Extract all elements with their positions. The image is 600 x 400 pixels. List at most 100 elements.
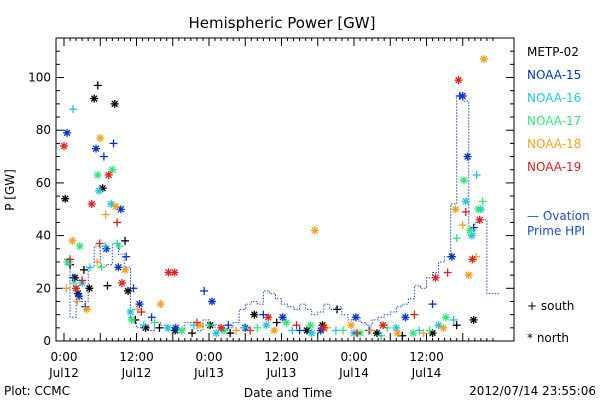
- x-tick-label-day: Jul13: [193, 366, 224, 380]
- south-marker: [226, 329, 235, 338]
- south-marker: [240, 323, 249, 332]
- north-marker: [208, 297, 217, 306]
- x-tick-label-day: Jul13: [266, 366, 297, 380]
- series-noaa-15: [63, 91, 478, 335]
- south-marker: [461, 207, 470, 216]
- legend: METP-02 NOAA-15 NOAA-16 NOAA-17 NOAA-18 NOAA-…: [527, 45, 590, 345]
- north-marker: [428, 329, 437, 338]
- north-marker: [451, 205, 460, 214]
- south-marker: [333, 305, 342, 314]
- north-marker: [302, 326, 311, 335]
- north-marker: [85, 284, 94, 293]
- north-marker: [282, 318, 291, 327]
- x-tick-label-day: Jul14: [338, 366, 369, 380]
- ovation-step-path: [64, 95, 499, 331]
- north-marker: [114, 263, 123, 272]
- north-marker: [278, 313, 287, 322]
- north-marker: [392, 323, 401, 332]
- north-marker: [306, 321, 315, 330]
- north-marker: [379, 321, 387, 330]
- ovation-hpi-line: [64, 95, 499, 331]
- legend-entry: METP-02: [527, 45, 579, 59]
- north-marker: [75, 292, 84, 301]
- north-marker: [217, 323, 226, 332]
- south-marker: [121, 236, 130, 245]
- south-marker: [295, 326, 304, 335]
- north-marker: [95, 186, 104, 195]
- south-marker: [224, 321, 233, 330]
- north-marker: [177, 326, 186, 335]
- north-marker: [372, 329, 381, 338]
- south-marker: [73, 297, 82, 306]
- south-marker: [353, 329, 362, 338]
- x-tick-label-time: 0:00: [51, 350, 78, 364]
- north-marker: [68, 236, 77, 245]
- north-marker: [92, 144, 101, 153]
- x-tick-label-time: 0:00: [196, 350, 223, 364]
- south-marker: [425, 326, 434, 335]
- north-marker: [454, 76, 463, 85]
- north-marker: [479, 55, 488, 64]
- south-marker: [428, 300, 437, 309]
- south-marker: [97, 263, 106, 272]
- north-marker: [90, 94, 99, 103]
- south-marker: [478, 197, 487, 206]
- south-marker: [232, 326, 241, 335]
- south-marker: [443, 268, 452, 277]
- south-marker: [415, 326, 424, 335]
- south-marker: [103, 281, 112, 290]
- north-marker: [82, 305, 91, 314]
- north-marker: [156, 300, 165, 309]
- south-marker: [139, 321, 148, 330]
- south-marker: [155, 323, 164, 332]
- north-marker: [351, 313, 360, 322]
- north-marker: [439, 323, 448, 332]
- south-marker: [452, 321, 461, 330]
- south-marker: [253, 323, 262, 332]
- south-marker: [331, 326, 340, 335]
- chart-title: Hemispheric Power [GW]: [189, 14, 376, 32]
- south-marker: [272, 318, 281, 327]
- north-marker: [431, 273, 440, 282]
- legend-ovation: — Ovation: [527, 209, 590, 223]
- legend-marker-south: + south: [527, 299, 574, 313]
- x-tick-label-time: 0:00: [341, 350, 368, 364]
- south-marker: [113, 218, 122, 227]
- y-axis-label: P [GW]: [3, 169, 17, 211]
- north-marker: [466, 226, 474, 235]
- south-marker: [205, 321, 213, 330]
- south-marker: [147, 313, 156, 322]
- north-marker: [127, 315, 136, 324]
- north-marker: [107, 199, 116, 208]
- data-points: [60, 55, 488, 340]
- x-tick-label-day: Jul14: [411, 366, 442, 380]
- legend-entry: NOAA-17: [527, 114, 581, 128]
- series-noaa-17: [63, 165, 487, 338]
- north-marker: [93, 171, 102, 180]
- south-marker: [69, 105, 78, 114]
- north-marker: [72, 284, 81, 293]
- y-tick-label: 80: [36, 123, 51, 137]
- north-marker: [124, 286, 133, 295]
- north-marker: [474, 205, 483, 214]
- x-tick-label-day: Jul12: [48, 366, 79, 380]
- y-tick-label: 20: [36, 281, 51, 295]
- y-tick-label: 100: [28, 71, 51, 85]
- north-marker: [459, 176, 468, 185]
- x-tick-label-time: 12:00: [119, 350, 154, 364]
- south-marker: [410, 310, 419, 319]
- south-marker: [246, 326, 255, 335]
- north-marker: [434, 321, 443, 330]
- north-marker: [121, 265, 130, 274]
- north-marker: [250, 310, 259, 319]
- x-tick-label-day: Jul12: [121, 366, 152, 380]
- north-marker: [171, 323, 180, 332]
- south-marker: [62, 284, 71, 293]
- south-marker: [339, 326, 348, 335]
- north-marker: [469, 315, 478, 324]
- north-marker: [262, 321, 271, 330]
- south-marker: [66, 255, 75, 264]
- south-marker: [129, 284, 138, 293]
- south-marker: [366, 326, 375, 335]
